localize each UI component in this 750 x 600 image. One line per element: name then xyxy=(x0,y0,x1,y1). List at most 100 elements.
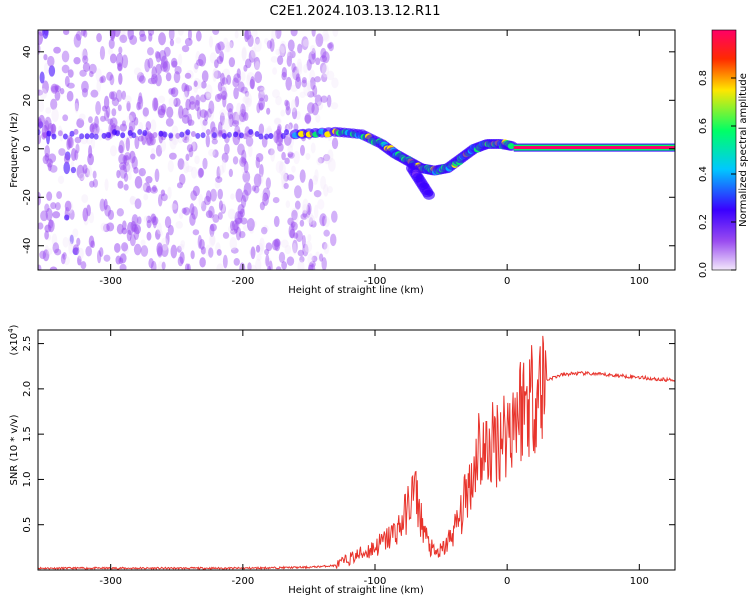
heatmap-noise-blob xyxy=(214,180,221,189)
heatmap-noise-blob xyxy=(250,46,257,59)
heatmap-noise-blob xyxy=(223,37,229,47)
heatmap-noise-blob xyxy=(153,97,159,111)
heatmap-noise-blob xyxy=(233,87,239,100)
heatmap-noise-blob xyxy=(244,30,252,40)
heatmap-noise-blob xyxy=(316,101,324,111)
snr-y-tick-label: 2.5 xyxy=(22,336,33,352)
heatmap-noise-blob xyxy=(83,30,88,38)
heatmap-noise-blob xyxy=(188,147,194,158)
heatmap-band-blob xyxy=(51,133,57,140)
snr-y-ticks: 0.5 1.0 1.5 2.0 2.5 xyxy=(22,336,675,533)
heatmap-noise-blob xyxy=(240,158,247,165)
heatmap-noise-blob xyxy=(229,39,234,49)
heatmap-noise-blob xyxy=(287,217,294,226)
heatmap-noise-blob xyxy=(256,102,261,114)
heatmap-noise-blob xyxy=(226,102,234,113)
heatmap-noise-blob xyxy=(292,239,298,254)
heatmap-band-blob xyxy=(57,130,63,137)
heatmap-band-blob xyxy=(242,133,248,140)
heatmap-noise-blob xyxy=(272,67,278,75)
heatmap-noise-blob xyxy=(129,150,136,164)
heatmap-noise-blob xyxy=(44,116,52,130)
heatmap-noise-blob xyxy=(121,120,127,127)
heatmap-noise-blob xyxy=(138,167,146,177)
heatmap-noise-blob xyxy=(285,100,290,111)
heatmap-noise-blob xyxy=(184,72,192,79)
heatmap-noise-blob xyxy=(134,198,142,210)
heatmap-noise-blob xyxy=(301,36,309,51)
heatmap-noise-blob xyxy=(266,40,273,49)
heatmap-noise-blob xyxy=(314,204,319,219)
snr-plot: -300 -200 -100 0 100 0.5 1.0 1.5 2.0 2.5 Height … xyxy=(7,324,676,596)
heatmap-noise-blob xyxy=(39,71,45,84)
heatmap-noise-blob xyxy=(307,253,314,265)
heatmap-noise-blob xyxy=(262,192,269,207)
heatmap-noise-blob xyxy=(150,186,158,194)
heatmap-noise-blob xyxy=(291,209,298,221)
heatmap-noise-blob xyxy=(218,200,223,211)
heatmap-noise-blob xyxy=(326,94,332,108)
heatmap-noise-blob xyxy=(216,263,224,270)
heatmap-noise-blob xyxy=(108,123,114,135)
heatmap-noise-blob xyxy=(248,50,256,63)
heatmap-noise-blob xyxy=(61,64,70,74)
heatmap-noise-blob xyxy=(201,120,207,134)
heatmap-noise-blob xyxy=(109,74,115,86)
colorbar-ticks: 0.0 0.2 0.4 0.6 0.8 xyxy=(698,70,736,278)
heatmap-noise-blob xyxy=(243,182,252,196)
heatmap-noise-blob xyxy=(243,111,249,122)
heatmap-noise-blob xyxy=(184,263,190,270)
snr-x-tick-label: -300 xyxy=(99,576,122,587)
heatmap-band-blob xyxy=(101,132,107,139)
heatmap-noise-blob xyxy=(262,193,268,201)
heatmap-noise-blob xyxy=(131,156,138,170)
heatmap-band-blob xyxy=(137,129,143,136)
heatmap-noise-blob xyxy=(163,46,171,57)
heatmap-noise-blob xyxy=(317,157,325,164)
heatmap-noise-blob xyxy=(118,257,124,265)
heatmap-noise-blob xyxy=(283,182,289,190)
heatmap-noise-blob xyxy=(332,30,339,37)
heatmap-noise-blob xyxy=(239,156,247,168)
heatmap-noise-blob xyxy=(306,212,314,223)
heatmap-band-blob xyxy=(105,132,111,139)
heatmap-noise-blob xyxy=(313,189,322,198)
heatmap-noise-blob xyxy=(315,33,323,41)
heatmap-noise-blob xyxy=(286,174,295,181)
heatmap-noise-blob xyxy=(114,242,121,253)
heatmap-noise-blob xyxy=(150,260,157,270)
heatmap-noise-blob xyxy=(247,34,254,47)
heatmap-noise-blob xyxy=(68,241,73,255)
heatmap-noise-blob xyxy=(194,99,200,112)
heatmap-noise-blob xyxy=(215,176,223,183)
heatmap-noise-blob xyxy=(59,88,65,95)
heatmap-noise-blob xyxy=(197,79,203,89)
heatmap-band-blob xyxy=(46,130,52,137)
heatmap-noise-blob xyxy=(127,114,133,123)
heatmap-noise-blob xyxy=(200,246,207,255)
heatmap-noise-blob xyxy=(252,220,257,227)
heatmap-noise-blob xyxy=(317,36,323,45)
heatmap-noise-blob xyxy=(89,123,95,134)
heatmap-noise-blob xyxy=(217,188,223,200)
heatmap-noise-blob xyxy=(294,95,300,108)
heatmap-noise-blob xyxy=(324,216,330,228)
heatmap-noise-blob xyxy=(312,175,318,185)
heatmap-noise-blob xyxy=(291,207,299,216)
heatmap-noise-blob xyxy=(238,108,247,123)
heatmap-noise-blob xyxy=(253,56,261,71)
heatmap-noise-blob xyxy=(288,224,295,239)
heatmap-noise-blob xyxy=(290,211,299,225)
snr-y-axis-label: SNR (10 * v/v) xyxy=(9,414,20,485)
heatmap-noise-blob xyxy=(199,116,206,127)
heatmap-noise-blob xyxy=(289,50,296,59)
heatmap-noise-blob xyxy=(245,136,254,147)
heatmap-band-blob xyxy=(211,132,217,139)
heatmap-noise-blob xyxy=(88,116,93,124)
heatmap-noise-blob xyxy=(154,168,160,183)
heatmap-noise-blob xyxy=(174,65,182,75)
heatmap-noise-blob xyxy=(299,144,305,156)
heatmap-noise-blob xyxy=(179,251,185,264)
heatmap-noise-blob xyxy=(240,195,247,208)
heatmap-noise-blob xyxy=(118,140,125,154)
